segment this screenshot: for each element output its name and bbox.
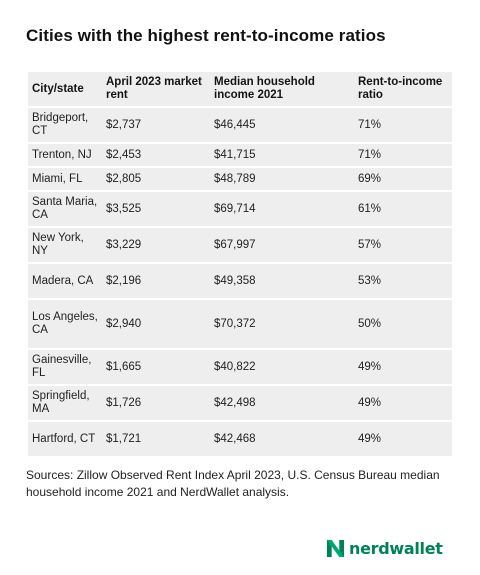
rent-income-table: City/state April 2023 market rent Median… — [28, 70, 452, 458]
cell-ratio: 49% — [354, 350, 452, 384]
cell-income: $48,789 — [210, 168, 354, 190]
cell-city: Bridgeport, CT — [28, 108, 102, 142]
cell-rent: $2,940 — [102, 300, 210, 348]
cell-ratio: 71% — [354, 108, 452, 142]
cell-rent: $2,453 — [102, 144, 210, 166]
cell-city: Gainesville, FL — [28, 350, 102, 384]
cell-ratio: 69% — [354, 168, 452, 190]
cell-rent: $1,665 — [102, 350, 210, 384]
cell-income: $42,468 — [210, 422, 354, 456]
nerdwallet-logo-icon — [326, 539, 345, 558]
cell-ratio: 71% — [354, 144, 452, 166]
cell-rent: $3,525 — [102, 192, 210, 226]
cell-rent: $1,721 — [102, 422, 210, 456]
cell-city: Springfield, MA — [28, 386, 102, 420]
brand-name: nerdwallet — [349, 539, 443, 558]
cell-city: Madera, CA — [28, 264, 102, 298]
table-row: Miami, FL $2,805 $48,789 69% — [28, 168, 452, 190]
table-row: Los Angeles, CA $2,940 $70,372 50% — [28, 300, 452, 348]
cell-income: $70,372 — [210, 300, 354, 348]
cell-rent: $3,229 — [102, 228, 210, 262]
header-rent-to-income-ratio: Rent-to-income ratio — [354, 72, 452, 106]
table-row: Gainesville, FL $1,665 $40,822 49% — [28, 350, 452, 384]
cell-city: Los Angeles, CA — [28, 300, 102, 348]
cell-city: Hartford, CT — [28, 422, 102, 456]
table-row: Trenton, NJ $2,453 $41,715 71% — [28, 144, 452, 166]
cell-rent: $1,726 — [102, 386, 210, 420]
cell-ratio: 49% — [354, 422, 452, 456]
sources-note: Sources: Zillow Observed Rent Index Apri… — [26, 468, 440, 499]
header-market-rent: April 2023 market rent — [102, 72, 210, 106]
cell-ratio: 50% — [354, 300, 452, 348]
cell-rent: $2,196 — [102, 264, 210, 298]
cell-city: Santa Maria, CA — [28, 192, 102, 226]
page-title: Cities with the highest rent-to-income r… — [26, 26, 386, 45]
header-city-state: City/state — [28, 72, 102, 106]
cell-income: $49,358 — [210, 264, 354, 298]
cell-ratio: 61% — [354, 192, 452, 226]
table-row: Bridgeport, CT $2,737 $46,445 71% — [28, 108, 452, 142]
cell-income: $69,714 — [210, 192, 354, 226]
cell-income: $41,715 — [210, 144, 354, 166]
table-row: New York, NY $3,229 $67,997 57% — [28, 228, 452, 262]
cell-city: Miami, FL — [28, 168, 102, 190]
table-row: Madera, CA $2,196 $49,358 53% — [28, 264, 452, 298]
table-row: Springfield, MA $1,726 $42,498 49% — [28, 386, 452, 420]
cell-city: New York, NY — [28, 228, 102, 262]
cell-ratio: 57% — [354, 228, 452, 262]
cell-income: $46,445 — [210, 108, 354, 142]
cell-rent: $2,737 — [102, 108, 210, 142]
cell-ratio: 53% — [354, 264, 452, 298]
cell-rent: $2,805 — [102, 168, 210, 190]
cell-ratio: 49% — [354, 386, 452, 420]
table-row: Hartford, CT $1,721 $42,468 49% — [28, 422, 452, 456]
brand-logo: nerdwallet — [326, 539, 443, 558]
cell-income: $67,997 — [210, 228, 354, 262]
table-header-row: City/state April 2023 market rent Median… — [28, 72, 452, 106]
header-median-income: Median household income 2021 — [210, 72, 354, 106]
cell-income: $42,498 — [210, 386, 354, 420]
table-row: Santa Maria, CA $3,525 $69,714 61% — [28, 192, 452, 226]
cell-city: Trenton, NJ — [28, 144, 102, 166]
cell-income: $40,822 — [210, 350, 354, 384]
